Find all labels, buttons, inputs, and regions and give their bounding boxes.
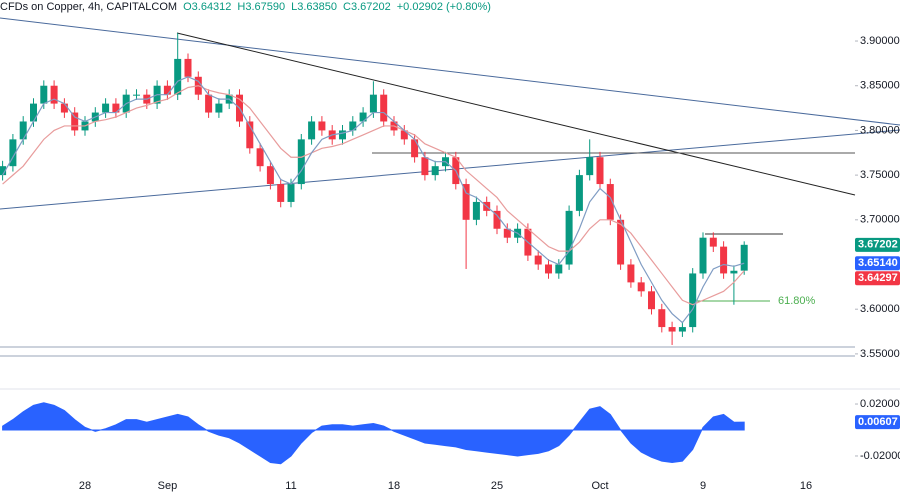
y-tick-label: 0.02000 <box>860 398 900 410</box>
candle-body <box>71 112 79 131</box>
moving-average <box>2 76 745 324</box>
candle-body <box>586 157 594 176</box>
candle-body <box>730 270 738 274</box>
x-tick-label: 11 <box>285 480 296 492</box>
candle-body <box>637 282 645 292</box>
candle-body <box>205 94 213 113</box>
candle-body <box>318 121 326 131</box>
candle-body <box>720 246 728 274</box>
candle-body <box>349 121 357 131</box>
ohlc-value: C3.67202 <box>343 1 391 13</box>
y-tick-label: 3.75000 <box>860 169 900 181</box>
candle-body <box>555 264 563 274</box>
candle-body <box>740 244 748 271</box>
candle-body <box>606 184 614 220</box>
candle-body <box>339 130 346 140</box>
candle-body <box>472 201 480 220</box>
x-tick-label: 25 <box>491 480 503 492</box>
trend-line <box>0 129 900 210</box>
y-tick-label: 3.55000 <box>860 348 900 360</box>
candle-body <box>421 157 429 176</box>
candle-body <box>215 103 223 113</box>
candle-body <box>658 309 666 328</box>
moving-average <box>2 85 745 306</box>
candle-body <box>30 103 37 122</box>
candle-body <box>19 121 27 140</box>
y-tick-label: 3.85000 <box>860 80 900 92</box>
candle-body <box>60 103 68 113</box>
candle-body <box>0 166 7 176</box>
candle-body <box>678 327 686 332</box>
candle-body <box>308 121 316 140</box>
candle-body <box>40 85 48 104</box>
y-tick-label: 3.90000 <box>860 35 900 47</box>
fib-label: 61.80% <box>778 295 816 307</box>
ohlc-value: L3.63850 <box>291 1 338 13</box>
y-tick-label: 3.70000 <box>860 214 900 226</box>
candle-body <box>668 327 676 332</box>
x-tick-label: 16 <box>800 480 812 492</box>
symbol: CFDs on Copper, 4h, CAPITALCOM <box>0 1 178 13</box>
price-badge <box>855 415 900 430</box>
price-badge <box>855 271 900 286</box>
candle-body <box>287 184 295 202</box>
candle-body <box>431 166 439 176</box>
ohlc-value: H3.67590 <box>237 1 286 13</box>
candle-body <box>359 112 367 122</box>
y-tick-label: 3.80000 <box>860 124 900 136</box>
x-tick-label: 9 <box>700 480 706 492</box>
candle-body <box>266 166 274 185</box>
y-tick-label: -0.02000 <box>860 450 900 462</box>
candle-body <box>133 94 140 96</box>
candle-body <box>689 273 697 328</box>
candle-body <box>709 237 717 247</box>
candle-body <box>575 175 583 211</box>
candle-body <box>400 130 408 140</box>
candle-body <box>596 157 604 185</box>
candle-body <box>648 291 655 310</box>
candle-body <box>369 94 377 113</box>
candle-body <box>174 58 182 95</box>
candle-body <box>9 139 17 167</box>
header: CFDs on Copper, 4h, CAPITALCOM O3.64312 H3… <box>0 0 491 14</box>
x-tick-label: Oct <box>591 480 608 492</box>
candle-body <box>380 94 388 122</box>
x-tick-label: 18 <box>388 480 400 492</box>
candle-body <box>627 264 635 283</box>
candle-body <box>246 121 254 149</box>
candle-body <box>503 228 511 238</box>
candle-body <box>565 210 573 265</box>
candle-body <box>534 255 542 265</box>
candle-body <box>493 210 501 229</box>
trend-line <box>176 32 856 196</box>
candle-body <box>102 103 110 113</box>
price-badge-label: 3.65140 <box>858 257 898 269</box>
candle-body <box>112 103 120 113</box>
candle-body <box>50 85 58 104</box>
candle-body <box>462 184 470 220</box>
candle-body <box>699 237 707 274</box>
x-tick-label: Sep <box>158 480 178 492</box>
y-tick-label: 3.60000 <box>860 303 900 315</box>
price-badge-label: 0.00607 <box>858 416 898 428</box>
price-badge <box>855 256 900 271</box>
candle-body <box>256 148 264 167</box>
price-badge-label: 3.64297 <box>858 272 898 284</box>
candle-body <box>184 58 192 77</box>
price-badge-label: 3.67202 <box>858 239 898 251</box>
candle-body <box>545 264 552 274</box>
candle-body <box>163 85 171 95</box>
candle-body <box>617 219 625 265</box>
price-badge <box>855 237 900 252</box>
candle-body <box>411 139 419 158</box>
candle-body <box>297 139 305 185</box>
x-tick-label: 28 <box>79 480 91 492</box>
ohlc-value: +0.02902 (+0.80%) <box>396 1 491 13</box>
trend-line <box>0 17 900 126</box>
oscillator-area <box>2 402 745 465</box>
candle-body <box>277 184 285 202</box>
ohlc-value: O3.64312 <box>183 1 232 13</box>
